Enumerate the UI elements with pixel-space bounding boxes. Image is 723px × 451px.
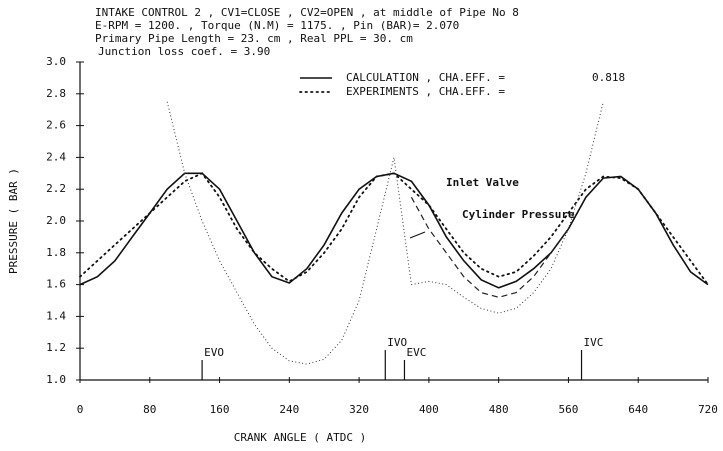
legend-value: 0.818 bbox=[592, 71, 625, 84]
annotation: Inlet Valve bbox=[446, 176, 519, 189]
y-tick-label: 1.4 bbox=[46, 309, 66, 322]
series-line bbox=[166, 101, 604, 365]
y-tick-label: 3.0 bbox=[46, 55, 66, 68]
x-tick-label: 80 bbox=[143, 403, 156, 416]
y-tick-label: 2.4 bbox=[46, 150, 66, 163]
event-label: EVO bbox=[204, 346, 224, 359]
title-line: Primary Pipe Length = 23. cm , Real PPL … bbox=[95, 32, 413, 45]
y-tick-label: 1.0 bbox=[46, 373, 66, 386]
y-axis-label: PRESSURE ( BAR ) bbox=[7, 168, 20, 274]
y-tick-label: 1.6 bbox=[46, 278, 66, 291]
y-tick-label: 1.2 bbox=[46, 341, 66, 354]
x-axis-label: CRANK ANGLE ( ATDC ) bbox=[234, 431, 366, 444]
legend-label: CALCULATION , CHA.EFF. = bbox=[346, 71, 505, 84]
x-tick-label: 480 bbox=[489, 403, 509, 416]
y-tick-label: 2.8 bbox=[46, 87, 66, 100]
x-tick-label: 240 bbox=[279, 403, 299, 416]
x-tick-label: 400 bbox=[419, 403, 439, 416]
x-tick-label: 0 bbox=[77, 403, 84, 416]
annotation: Cylinder Pressure bbox=[462, 208, 575, 221]
event-label: EVC bbox=[406, 346, 426, 359]
x-tick-label: 320 bbox=[349, 403, 369, 416]
series-line bbox=[79, 172, 709, 286]
y-tick-label: 2.2 bbox=[46, 182, 66, 195]
title-line: E-RPM = 1200. , Torque (N.M) = 1175. , P… bbox=[95, 19, 459, 32]
series-line bbox=[410, 196, 569, 298]
y-tick-label: 2.6 bbox=[46, 119, 66, 132]
x-tick-label: 640 bbox=[628, 403, 648, 416]
legend-label: EXPERIMENTS , CHA.EFF. = bbox=[346, 85, 505, 98]
annotation-pointer bbox=[409, 231, 426, 239]
title-line: Junction loss coef. = 3.90 bbox=[98, 45, 270, 58]
x-tick-label: 160 bbox=[210, 403, 230, 416]
x-tick-label: 720 bbox=[698, 403, 718, 416]
y-tick-label: 1.8 bbox=[46, 246, 66, 259]
x-tick-label: 560 bbox=[559, 403, 579, 416]
y-tick-label: 2.0 bbox=[46, 214, 66, 227]
title-line: INTAKE CONTROL 2 , CV1=CLOSE , CV2=OPEN … bbox=[95, 6, 519, 19]
event-label: IVC bbox=[584, 336, 604, 349]
event-label: IVO bbox=[387, 336, 407, 349]
